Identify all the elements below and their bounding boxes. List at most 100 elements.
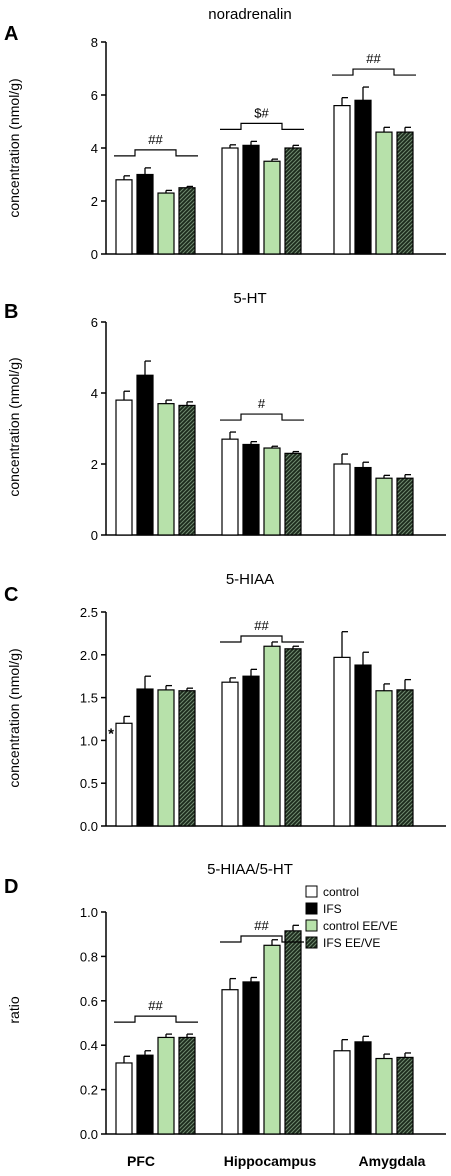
plot-area: 0.0 0.2 0.4 0.6 0.8 1.0 ## ## — [80, 905, 446, 1142]
bar-control-ee-ve — [157, 192, 175, 255]
y-tick-label: 0 — [91, 528, 98, 543]
significance-label: $# — [254, 105, 269, 120]
significance-bracket — [332, 68, 416, 76]
y-tick-label: 4 — [91, 386, 98, 401]
y-axis-label: concentration (nmol/g) — [6, 357, 22, 496]
x-category-label: Hippocampus — [224, 1153, 317, 1169]
y-tick-label: 1.0 — [80, 733, 98, 748]
panel-letter: D — [4, 876, 18, 898]
bar-control-ee-ve — [375, 131, 393, 255]
y-tick-label: 0.0 — [80, 819, 98, 834]
bar-control-ee-ve — [263, 160, 281, 255]
x-category-label: PFC — [127, 1153, 155, 1169]
panel-letter: C — [4, 584, 18, 606]
legend-swatch-ifs-ee-ve — [305, 936, 318, 949]
bar-control — [115, 1062, 133, 1135]
bar-ifs — [242, 675, 260, 827]
bar-ifs-ee-ve — [284, 452, 302, 536]
significance-label: # — [258, 396, 266, 411]
legend-label: IFS — [323, 902, 342, 916]
bar-ifs — [242, 981, 260, 1135]
bar-control — [221, 438, 239, 536]
y-tick-label: 0 — [91, 247, 98, 262]
significance-bracket — [220, 413, 304, 421]
bar-ifs — [136, 374, 154, 536]
chart-title: 5-HIAA — [226, 571, 274, 588]
panel-d: D 5-HIAA/5-HT ratio — [4, 861, 293, 1024]
bar-ifs-ee-ve — [284, 147, 302, 255]
x-category-label: Amygdala — [359, 1153, 426, 1169]
legend-swatch-ifs — [305, 902, 318, 915]
y-tick-label: 0.2 — [80, 1083, 98, 1098]
significance-bracket — [220, 935, 304, 943]
bar-control-ee-ve — [375, 690, 393, 827]
significance-bracket — [114, 1015, 198, 1023]
bar-ifs-ee-ve — [178, 187, 196, 255]
y-tick-label: 0.6 — [80, 994, 98, 1009]
legend-swatch-control-ee-ve — [305, 919, 318, 932]
bar-ifs-ee-ve — [396, 689, 414, 827]
legend-label: IFS EE/VE — [323, 936, 380, 950]
chart-title: 5-HIAA/5-HT — [207, 861, 293, 878]
panel-letter: A — [4, 23, 18, 45]
y-tick-label: 0.5 — [80, 776, 98, 791]
bar-control-ee-ve — [157, 403, 175, 536]
significance-label: ## — [148, 132, 163, 147]
y-tick-label: 0.4 — [80, 1038, 98, 1053]
bar-ifs — [354, 466, 372, 536]
significance-label: ## — [366, 51, 381, 66]
significance-label: ## — [254, 618, 269, 633]
legend-swatch-control — [305, 885, 318, 898]
y-tick-label: 2.0 — [80, 648, 98, 663]
bar-ifs — [354, 664, 372, 827]
y-tick-label: 2.5 — [80, 605, 98, 620]
legend-label: control EE/VE — [323, 919, 398, 933]
bar-control-ee-ve — [263, 944, 281, 1135]
bar-control-ee-ve — [263, 645, 281, 827]
y-tick-label: 4 — [91, 141, 98, 156]
bar-ifs — [354, 1041, 372, 1135]
bar-control — [333, 463, 351, 536]
bar-ifs-ee-ve — [284, 930, 302, 1135]
y-tick-label: 8 — [91, 35, 98, 50]
significance-asterisk: * — [108, 725, 114, 742]
plot-area: 0.0 0.5 1.0 1.5 2.0 2.5 ## * — [80, 605, 446, 834]
bar-control — [115, 399, 133, 536]
bar-ifs-ee-ve — [396, 1056, 414, 1135]
y-axis-label: concentration (nmol/g) — [6, 78, 22, 217]
y-tick-label: 2 — [91, 457, 98, 472]
x-axis-category-labels: PFC Hippocampus Amygdala — [127, 1153, 426, 1169]
chart-title: 5-HT — [233, 290, 266, 307]
bar-control — [115, 179, 133, 255]
significance-label: ## — [148, 998, 163, 1013]
chart-title: noradrenalin — [208, 6, 291, 23]
y-tick-label: 0.8 — [80, 949, 98, 964]
bar-control-ee-ve — [375, 1057, 393, 1135]
significance-bracket — [114, 149, 198, 157]
bar-ifs-ee-ve — [178, 404, 196, 536]
panel-c: C 5-HIAA concentration (nmol/g) — [4, 571, 274, 788]
bar-ifs-ee-ve — [178, 690, 196, 827]
plot-area: 0 2 4 6 # — [91, 315, 446, 543]
bar-control — [333, 1050, 351, 1135]
bar-ifs — [354, 99, 372, 255]
panel-b: B 5-HT concentration (nmol/g) — [4, 290, 267, 497]
significance-bracket — [220, 122, 304, 130]
legend: control IFS control EE/VE IFS EE/VE — [305, 885, 398, 950]
bar-ifs — [136, 688, 154, 827]
legend-label: control — [323, 885, 359, 899]
bar-ifs — [136, 1054, 154, 1135]
y-axis-label: concentration (nmol/g) — [6, 648, 22, 787]
bar-control — [221, 147, 239, 255]
bar-ifs — [242, 144, 260, 255]
panel-letter: B — [4, 301, 18, 323]
significance-bracket — [220, 635, 304, 643]
bar-control — [115, 722, 133, 827]
panel-a: A noradrenalin concentration (nmol/g) — [4, 6, 292, 218]
significance-label: ## — [254, 918, 269, 933]
bar-ifs-ee-ve — [396, 131, 414, 255]
bar-control — [221, 681, 239, 827]
bar-ifs — [242, 443, 260, 536]
bar-control — [221, 989, 239, 1135]
bar-ifs-ee-ve — [178, 1036, 196, 1135]
